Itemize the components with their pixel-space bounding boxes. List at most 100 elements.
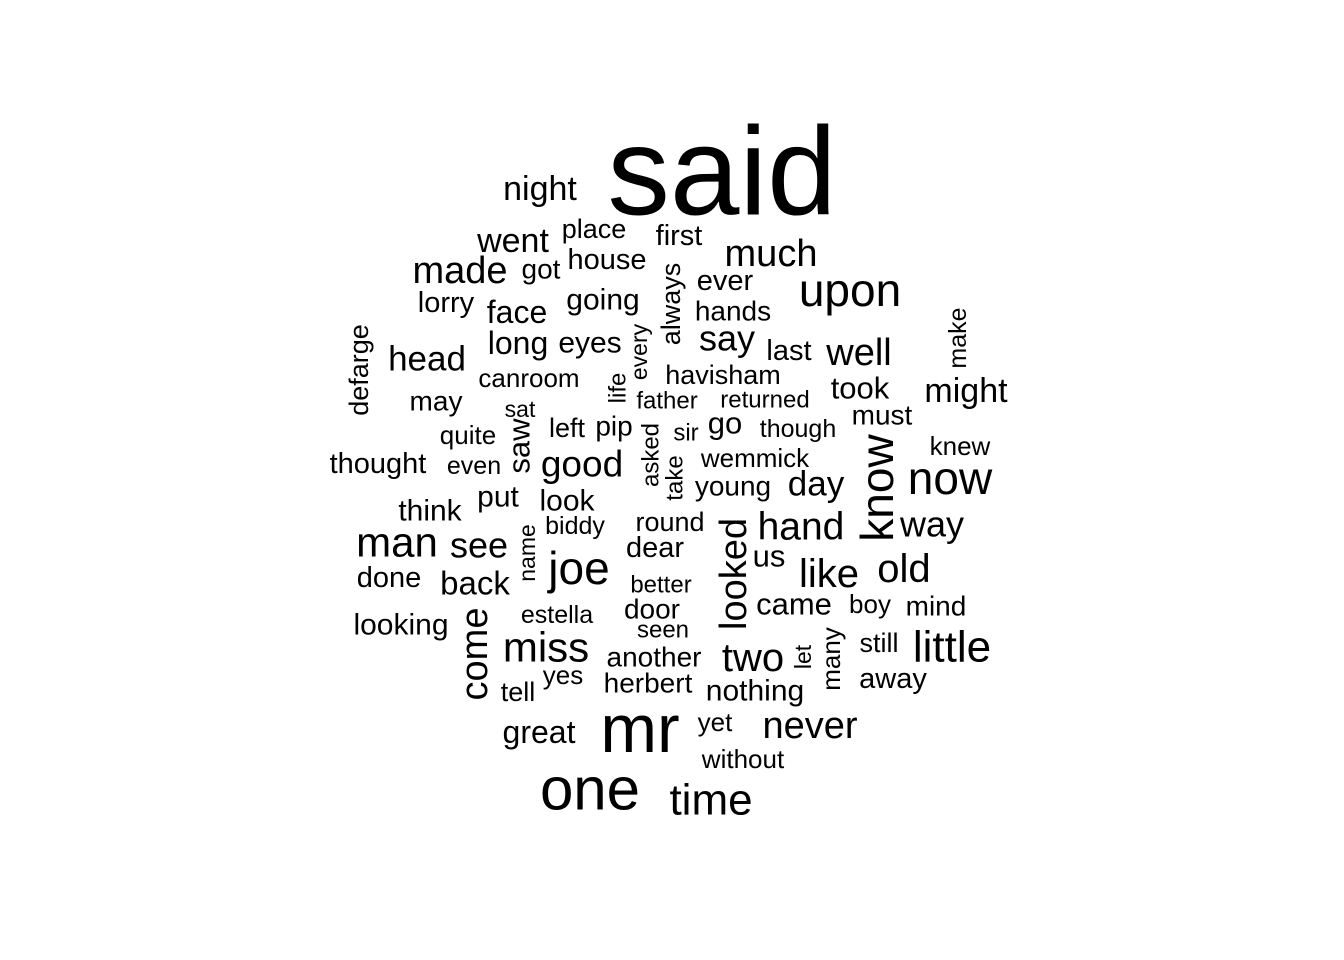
word-make: make <box>944 307 972 368</box>
word-got: got <box>522 254 561 285</box>
word-two: two <box>722 636 784 680</box>
word-saw: saw <box>502 418 537 474</box>
word-pip: pip <box>595 411 632 442</box>
word-round: round <box>635 507 704 537</box>
word-though: though <box>760 415 836 443</box>
word-still: still <box>860 628 899 658</box>
word-dear: dear <box>626 532 684 564</box>
word-seen: seen <box>637 617 689 644</box>
word-take: take <box>662 455 689 500</box>
word-time: time <box>669 776 752 825</box>
word-must: must <box>852 400 913 431</box>
word-good: good <box>541 444 623 485</box>
word-young: young <box>695 471 771 502</box>
word-long: long <box>488 325 549 361</box>
word-canroom: canroom <box>478 363 579 393</box>
word-made: made <box>412 250 507 292</box>
word-let: let <box>790 644 816 669</box>
word-sat: sat <box>505 396 536 422</box>
word-miss: miss <box>503 624 589 671</box>
word-better: better <box>630 572 691 599</box>
word-may: may <box>410 386 463 417</box>
word-without: without <box>701 744 785 774</box>
word-hand: hand <box>758 506 845 549</box>
word-always: always <box>656 263 686 346</box>
word-even: even <box>447 452 501 480</box>
word-never: never <box>762 705 857 747</box>
word-sir: sir <box>673 420 698 447</box>
word-looking: looking <box>353 609 448 642</box>
word-last: last <box>766 335 811 367</box>
word-man: man <box>356 519 438 566</box>
word-door: door <box>624 594 680 625</box>
word-knew: knew <box>930 431 991 461</box>
word-little: little <box>913 623 991 672</box>
word-know: know <box>851 434 903 542</box>
word-old: old <box>877 547 930 591</box>
word-first: first <box>656 220 703 252</box>
word-ever: ever <box>697 265 754 297</box>
word-like: like <box>799 552 859 596</box>
word-much: much <box>725 233 818 275</box>
word-might: might <box>924 372 1008 410</box>
word-havisham: havisham <box>665 360 781 390</box>
word-great: great <box>503 714 576 750</box>
word-joe: joe <box>546 542 609 594</box>
word-father: father <box>636 388 697 415</box>
word-herbert: herbert <box>604 668 693 699</box>
word-us: us <box>753 539 786 574</box>
word-quite: quite <box>440 420 496 450</box>
word-mr: mr <box>600 691 679 767</box>
word-nothing: nothing <box>706 675 804 708</box>
word-day: day <box>788 465 845 504</box>
word-well: well <box>825 332 891 374</box>
word-thought: thought <box>330 448 427 480</box>
word-estella: estella <box>521 601 593 629</box>
word-boy: boy <box>849 589 891 619</box>
word-say: say <box>699 318 755 359</box>
word-look: look <box>539 485 595 518</box>
word-name: name <box>514 524 540 582</box>
word-going: going <box>566 284 639 317</box>
word-eyes: eyes <box>558 327 621 360</box>
word-hands: hands <box>695 296 771 327</box>
word-went: went <box>476 222 549 260</box>
word-face: face <box>487 294 547 330</box>
word-said: said <box>607 103 836 242</box>
word-go: go <box>708 406 742 441</box>
word-life: life <box>605 373 632 404</box>
word-wemmick: wemmick <box>700 443 810 473</box>
word-night: night <box>503 170 577 208</box>
word-lorry: lorry <box>418 287 475 319</box>
word-see: see <box>450 525 508 566</box>
word-tell: tell <box>501 677 536 707</box>
word-returned: returned <box>720 387 809 414</box>
word-put: put <box>477 481 519 514</box>
word-another: another <box>607 642 702 673</box>
word-head: head <box>388 340 466 379</box>
word-done: done <box>357 562 422 594</box>
word-looked: looked <box>713 518 755 630</box>
word-biddy: biddy <box>545 512 605 540</box>
word-one: one <box>540 756 640 823</box>
word-place: place <box>562 214 627 244</box>
word-defarge: defarge <box>344 324 374 416</box>
word-many: many <box>816 627 846 691</box>
word-yet: yet <box>698 707 733 737</box>
word-yes: yes <box>543 660 583 690</box>
word-took: took <box>831 371 890 406</box>
word-upon: upon <box>799 264 901 316</box>
word-think: think <box>398 495 462 528</box>
word-come: come <box>454 608 496 701</box>
word-came: came <box>756 587 832 622</box>
word-every: every <box>626 323 652 380</box>
word-way: way <box>899 504 964 545</box>
word-house: house <box>567 244 646 276</box>
word-back: back <box>440 565 510 602</box>
word-away: away <box>859 663 927 695</box>
word-left: left <box>549 413 586 443</box>
word-asked: asked <box>638 423 665 487</box>
word-now: now <box>908 452 993 504</box>
word-mind: mind <box>906 591 967 622</box>
